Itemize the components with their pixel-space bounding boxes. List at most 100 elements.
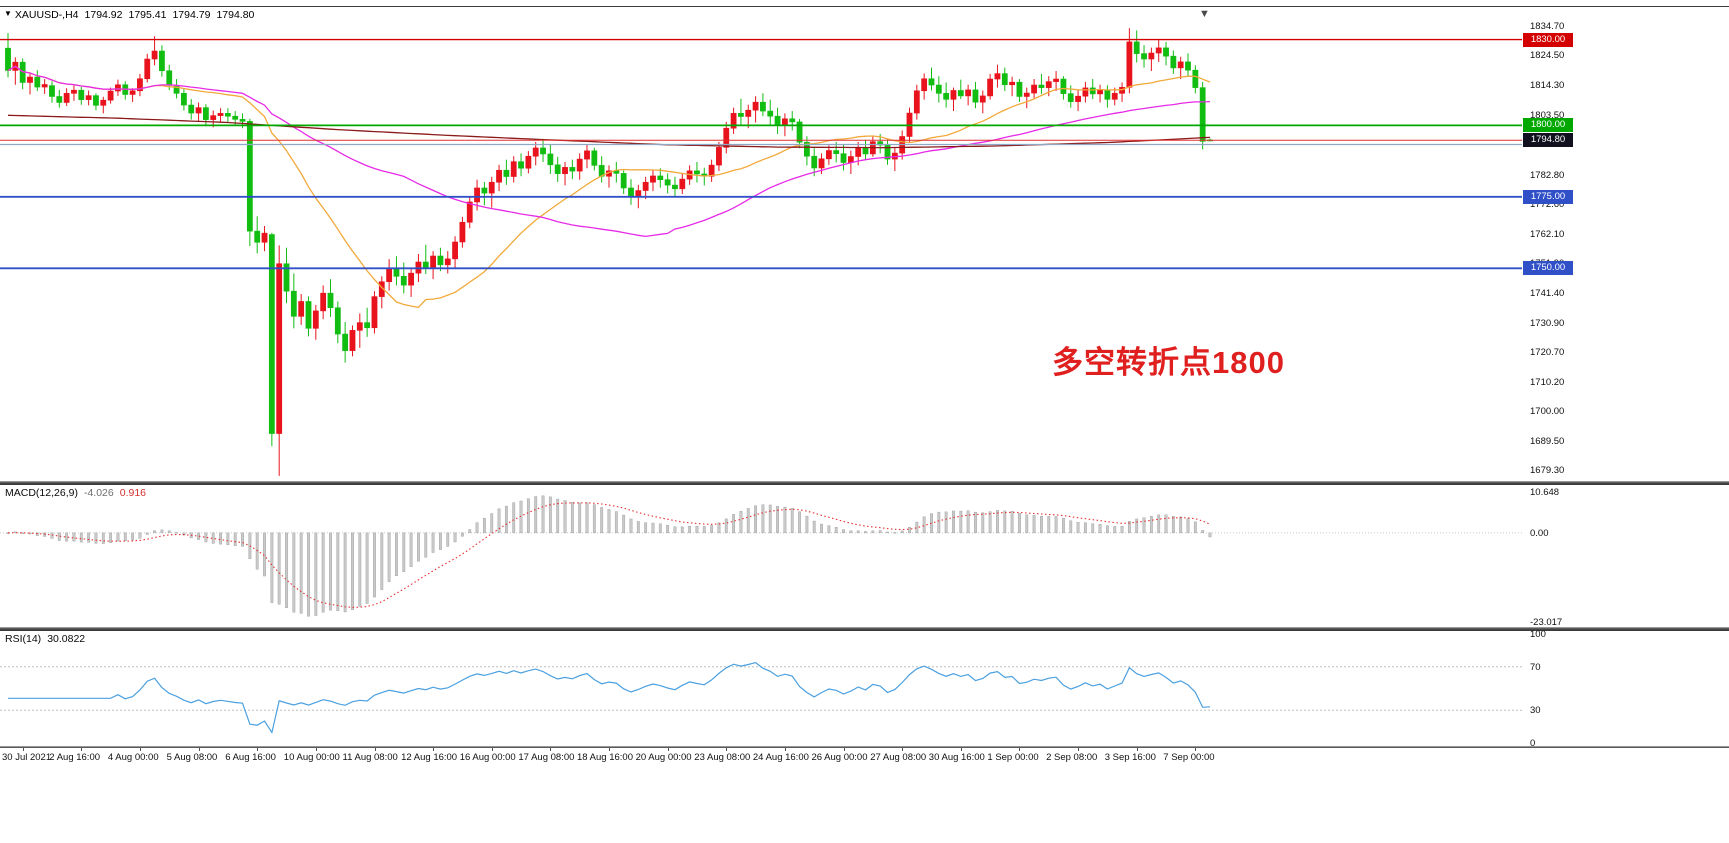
candle-down (789, 118, 796, 123)
price-badge[interactable]: 1794.80 (1523, 133, 1573, 148)
macd-bar (651, 522, 655, 534)
time-tick (1019, 748, 1021, 751)
candle-down (1089, 87, 1096, 95)
time-axis[interactable]: 30 Jul 2021 2 Aug 16:00 4 Aug 00:00 5 Aug 0… (0, 748, 1729, 764)
panel-divider[interactable] (0, 481, 1729, 485)
macd-axis: 10.648 0.00 -23.017 (1522, 485, 1729, 629)
chart-bottom-border (0, 746, 1729, 748)
macd-panel[interactable]: MACD(12,26,9) -4.026 0.916 (0, 485, 1522, 627)
collapse-icon[interactable]: ▼ (4, 9, 12, 18)
price-badge[interactable]: 1800.00 (1523, 118, 1573, 133)
candle-up (1097, 89, 1103, 95)
candle-down (5, 47, 11, 71)
rsi-chart[interactable] (0, 631, 1522, 746)
macd-bar (878, 530, 882, 534)
rsi-tick-label: 70 (1530, 661, 1541, 673)
price-shift-marker-icon[interactable]: ▼ (1199, 8, 1210, 20)
candle-up (1148, 52, 1155, 60)
candle-up (459, 221, 466, 243)
macd-bar (277, 532, 281, 605)
candle-down (569, 167, 576, 172)
time-tick-label: 16 Aug 00:00 (459, 752, 516, 763)
macd-bar (211, 532, 215, 544)
chart-annotation-text[interactable]: 多空转折点1800 (1052, 345, 1285, 380)
candle-down (928, 78, 935, 86)
macd-bar (109, 532, 113, 543)
macd-bar (453, 532, 457, 543)
candle-up (562, 167, 568, 174)
panel-divider[interactable] (0, 627, 1729, 631)
candle-up (1009, 81, 1016, 86)
macd-tick-label: -23.017 (1530, 617, 1563, 629)
rsi-panel[interactable]: RSI(14) 30.0822 (0, 631, 1522, 746)
price-tick-label: 1720.70 (1530, 347, 1565, 359)
macd-bar (578, 502, 582, 534)
candle-down (1141, 53, 1147, 60)
macd-bar (131, 532, 134, 541)
macd-bar (329, 532, 332, 611)
candle-up (1155, 47, 1162, 54)
horizontal-lines[interactable] (0, 38, 1522, 270)
macd-bar (461, 532, 464, 537)
macd-bar (629, 518, 633, 534)
macd-bar (314, 532, 318, 616)
candle-up (650, 175, 656, 183)
candlestick-chart[interactable] (0, 7, 1522, 481)
candle-up (151, 50, 158, 60)
candle-up (195, 107, 202, 114)
candle-up (115, 84, 121, 92)
macd-bar (1010, 511, 1014, 534)
candle-up (312, 310, 319, 329)
macd-bar (644, 522, 648, 534)
candle-up (745, 109, 752, 117)
candle-up (386, 268, 393, 283)
macd-bar (1076, 522, 1080, 534)
candle-up (730, 113, 737, 129)
price-badge[interactable]: 1830.00 (1523, 32, 1573, 47)
candle-up (1031, 84, 1037, 94)
candle-up (488, 181, 495, 194)
time-tick-label: 6 Aug 16:00 (225, 752, 276, 763)
candle-down (49, 85, 55, 97)
ohlc-low: 1794.79 (172, 9, 211, 21)
macd-bar (805, 515, 809, 534)
candle-up (100, 99, 107, 106)
price-tick-label: 1730.90 (1530, 317, 1565, 329)
candle-down (56, 96, 63, 103)
rsi-title: RSI(14) (5, 633, 42, 645)
macd-bar (1032, 515, 1036, 534)
macd-bar (783, 506, 787, 534)
macd-bar (1186, 518, 1190, 534)
main-chart-panel[interactable]: ▼ XAUUSD-,H4 1794.92 1795.41 1794.79 1794.80 … (0, 7, 1522, 481)
ma-line-MA-21 (7, 65, 1211, 309)
candle-up (716, 147, 722, 166)
time-tick (198, 748, 200, 751)
candle-up (913, 90, 920, 114)
macd-chart[interactable] (0, 485, 1522, 627)
candle-down (232, 115, 239, 120)
macd-bar (996, 510, 999, 534)
price-axis[interactable]: 1834.701824.501814.301803.501793.901782.… (1522, 7, 1729, 481)
candle-up (41, 84, 48, 88)
candle-up (1111, 93, 1118, 100)
macd-bar (915, 521, 919, 534)
candle-up (987, 78, 994, 97)
macd-bar (959, 510, 963, 534)
candle-down (540, 147, 546, 155)
macd-title-bar: MACD(12,26,9) -4.026 0.916 (5, 487, 146, 499)
macd-bar (395, 532, 398, 577)
macd-bar (241, 532, 244, 547)
macd-bar (1127, 521, 1131, 534)
candle-up (965, 89, 972, 97)
macd-bar (768, 504, 772, 534)
macd-bar (439, 532, 442, 550)
price-badge[interactable]: 1775.00 (1523, 189, 1573, 204)
candle-down (628, 187, 634, 198)
price-tick-label: 1824.50 (1530, 50, 1565, 62)
price-badge[interactable]: 1750.00 (1523, 261, 1573, 276)
candle-down (840, 153, 847, 163)
candle-up (642, 181, 649, 191)
candle-up (532, 147, 539, 157)
candle-down (268, 234, 275, 434)
time-tick (1136, 748, 1138, 751)
